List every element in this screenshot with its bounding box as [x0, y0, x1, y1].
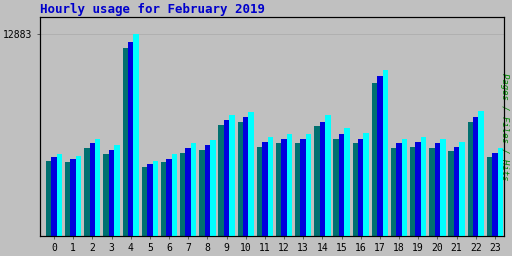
Bar	[51, 157, 57, 236]
Bar	[372, 82, 377, 236]
Y-axis label: Pages / Files / Hits: Pages / Files / Hits	[500, 72, 509, 180]
Bar	[467, 122, 473, 236]
Bar	[238, 122, 243, 236]
Bar	[153, 161, 158, 236]
Bar	[391, 148, 396, 236]
Bar	[219, 125, 224, 236]
Bar	[325, 115, 331, 236]
Bar	[377, 76, 382, 236]
Bar	[306, 134, 311, 236]
Bar	[205, 145, 210, 236]
Bar	[478, 111, 484, 236]
Bar	[402, 139, 407, 236]
Bar	[416, 142, 421, 236]
Bar	[262, 142, 268, 236]
Bar	[46, 161, 51, 236]
Bar	[353, 143, 358, 236]
Bar	[382, 70, 388, 236]
Bar	[199, 150, 205, 236]
Bar	[487, 157, 492, 236]
Bar	[281, 139, 287, 236]
Bar	[301, 139, 306, 236]
Bar	[71, 159, 76, 236]
Bar	[276, 143, 281, 236]
Bar	[103, 154, 109, 236]
Bar	[421, 137, 426, 236]
Bar	[410, 147, 416, 236]
Bar	[147, 164, 153, 236]
Bar	[90, 143, 95, 236]
Bar	[333, 139, 339, 236]
Bar	[128, 42, 134, 236]
Bar	[172, 154, 177, 236]
Bar	[84, 148, 90, 236]
Bar	[339, 134, 344, 236]
Bar	[344, 128, 350, 236]
Bar	[229, 115, 234, 236]
Bar	[440, 139, 445, 236]
Bar	[358, 139, 364, 236]
Bar	[449, 151, 454, 236]
Bar	[454, 147, 459, 236]
Bar	[210, 140, 216, 236]
Bar	[287, 134, 292, 236]
Bar	[295, 143, 301, 236]
Bar	[166, 159, 172, 236]
Bar	[396, 143, 402, 236]
Bar	[314, 126, 319, 236]
Bar	[492, 153, 498, 236]
Bar	[268, 137, 273, 236]
Text: Hourly usage for February 2019: Hourly usage for February 2019	[40, 3, 265, 16]
Bar	[243, 117, 248, 236]
Bar	[364, 133, 369, 236]
Bar	[257, 147, 262, 236]
Bar	[319, 122, 325, 236]
Bar	[76, 156, 81, 236]
Bar	[109, 150, 114, 236]
Bar	[134, 34, 139, 236]
Bar	[142, 167, 147, 236]
Bar	[224, 120, 229, 236]
Bar	[65, 162, 71, 236]
Bar	[498, 148, 503, 236]
Bar	[114, 145, 120, 236]
Bar	[429, 148, 435, 236]
Bar	[185, 148, 191, 236]
Bar	[122, 48, 128, 236]
Bar	[435, 143, 440, 236]
Bar	[161, 162, 166, 236]
Bar	[191, 143, 196, 236]
Bar	[57, 154, 62, 236]
Bar	[459, 142, 465, 236]
Bar	[473, 117, 478, 236]
Bar	[95, 139, 100, 236]
Bar	[180, 153, 185, 236]
Bar	[248, 112, 254, 236]
